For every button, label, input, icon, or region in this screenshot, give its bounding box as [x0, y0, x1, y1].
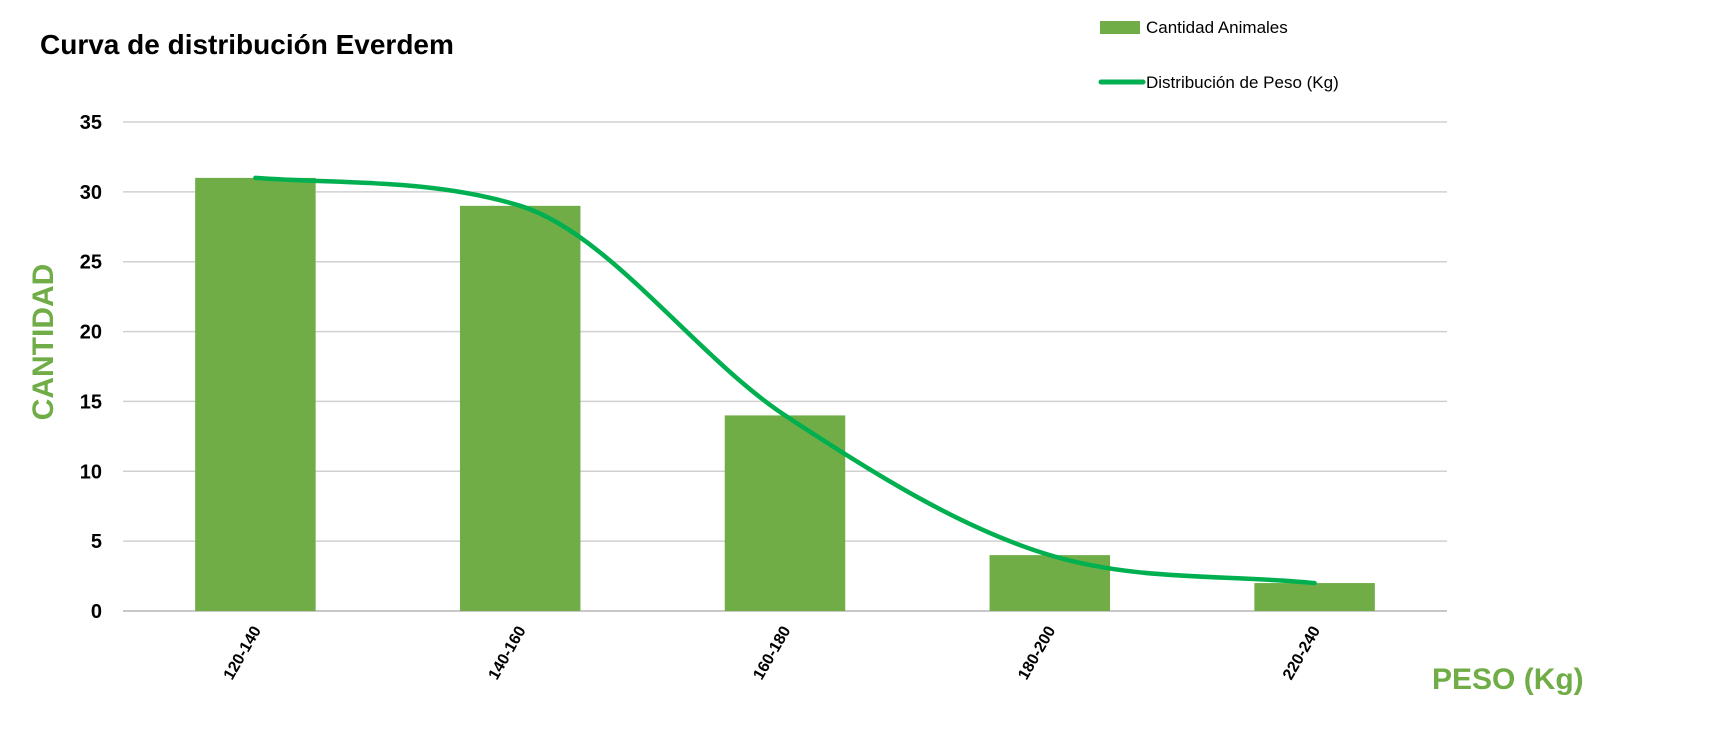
y-axis-ticks: 0 5 10 15 20 25 30 35	[80, 112, 102, 623]
y-tick-label: 10	[80, 461, 102, 483]
x-tick-label: 120-140	[221, 623, 265, 682]
y-tick-label: 5	[91, 531, 102, 553]
bar-120-140	[195, 177, 316, 611]
y-axis-title: CANTIDAD	[27, 264, 60, 421]
y-tick-label: 20	[80, 322, 102, 344]
x-tick-label: 160-180	[750, 623, 794, 682]
legend-label-distribucion-peso: Distribución de Peso (Kg)	[1146, 73, 1339, 92]
bars	[195, 177, 1375, 612]
x-tick-label: 220-240	[1280, 623, 1324, 682]
y-tick-label: 15	[80, 391, 102, 413]
x-axis-ticks: 120-140 140-160 160-180 180-200 220-240	[221, 623, 1324, 682]
legend-label-cantidad-animales: Cantidad Animales	[1146, 18, 1288, 37]
legend-swatch-cantidad-animales	[1100, 21, 1140, 34]
chart-title: Curva de distribución Everdem	[40, 29, 454, 60]
x-tick-label: 180-200	[1015, 623, 1059, 682]
y-tick-label: 35	[80, 112, 102, 134]
x-axis-title: PESO (Kg)	[1432, 663, 1584, 696]
bar-220-240	[1254, 583, 1375, 611]
legend: Cantidad Animales Distribución de Peso (…	[1098, 18, 1339, 92]
y-tick-label: 0	[91, 601, 102, 623]
grid-lines	[123, 121, 1447, 612]
y-tick-label: 30	[80, 182, 102, 204]
bar-140-160	[459, 205, 581, 612]
bar-160-180	[724, 415, 846, 611]
distribution-curve	[253, 175, 1317, 586]
x-tick-label: 140-160	[486, 623, 530, 682]
y-tick-label: 25	[80, 252, 102, 274]
